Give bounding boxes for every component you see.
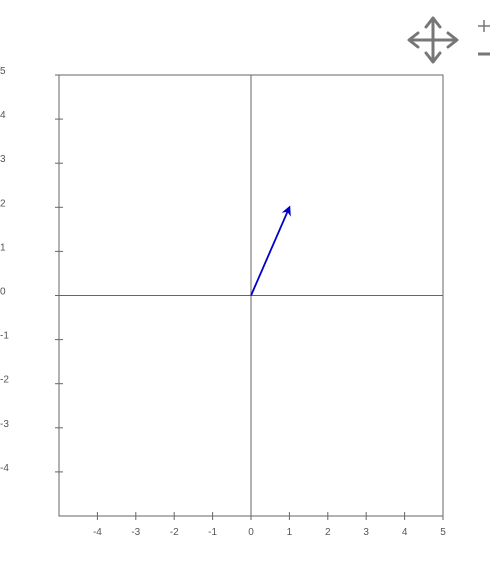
x-tick-label: -4 xyxy=(93,527,102,538)
plus-icon xyxy=(478,20,490,32)
y-tick-label: -3 xyxy=(0,419,9,430)
x-tick-label: -3 xyxy=(131,527,140,538)
vector-arrow[interactable] xyxy=(250,205,291,296)
y-tick-label: -4 xyxy=(0,463,9,474)
y-tick-label: 4 xyxy=(0,110,6,121)
minus-icon xyxy=(478,52,490,56)
x-tick-label: 2 xyxy=(325,527,331,538)
y-tick-label: -2 xyxy=(0,375,9,386)
x-tick-label: 4 xyxy=(402,527,408,538)
x-tick-label: -1 xyxy=(208,527,217,538)
y-tick-label: 2 xyxy=(0,198,6,209)
zoom-out-button[interactable] xyxy=(475,45,493,63)
y-tick-label: 3 xyxy=(0,154,6,165)
x-tick-label: 1 xyxy=(287,527,293,538)
x-tick-label: 3 xyxy=(363,527,369,538)
x-tick-label: -2 xyxy=(170,527,179,538)
y-tick-label: 1 xyxy=(0,242,6,253)
x-tick-label: 5 xyxy=(440,527,446,538)
x-tick-label: 0 xyxy=(248,527,254,538)
y-tick-label: -1 xyxy=(0,331,9,342)
y-tick-label: 5 xyxy=(0,66,6,77)
pan-control[interactable] xyxy=(405,14,461,66)
zoom-in-button[interactable] xyxy=(475,17,493,35)
four-way-arrow-icon xyxy=(407,16,459,64)
y-tick-label: 0 xyxy=(0,287,6,298)
